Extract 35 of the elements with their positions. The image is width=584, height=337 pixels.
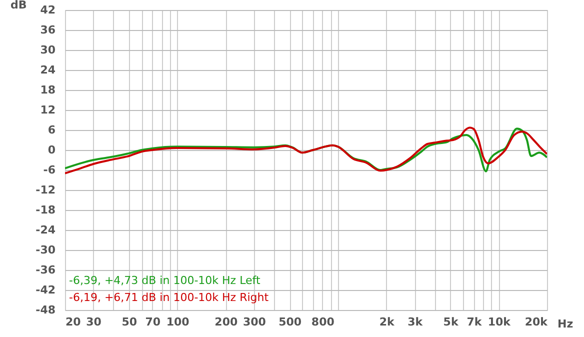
- y-tick-label: -48: [36, 304, 56, 316]
- y-tick-label: -36: [36, 264, 56, 276]
- x-tick-label: 7k: [466, 316, 482, 328]
- y-tick-label: 24: [40, 64, 56, 76]
- annotation: -6,19, +6,71 dB in 100-10k Hz Right: [69, 291, 270, 304]
- x-tick-label: 800: [311, 316, 335, 328]
- y-axis-title: dB: [10, 0, 27, 12]
- y-tick-label: -6: [43, 164, 56, 176]
- x-tick-label: 5k: [443, 316, 459, 328]
- y-tick-label: 30: [40, 44, 56, 56]
- x-axis-title: Hz: [558, 318, 574, 330]
- y-tick-label: -24: [36, 224, 56, 236]
- x-tick-label: 50: [122, 316, 138, 328]
- x-tick-label: 300: [242, 316, 266, 328]
- y-tick-label: -30: [36, 244, 56, 256]
- x-tick-label: 30: [86, 316, 102, 328]
- y-tick-label: 12: [40, 104, 56, 116]
- x-tick-label: 20k: [524, 316, 548, 328]
- x-tick-label: 3k: [408, 316, 424, 328]
- x-tick-label: 500: [278, 316, 302, 328]
- y-tick-label: 0: [48, 144, 56, 156]
- y-tick-label: 18: [40, 84, 56, 96]
- y-tick-label: 36: [40, 24, 56, 36]
- y-tick-label: 6: [48, 124, 56, 136]
- x-tick-label: 70: [145, 316, 161, 328]
- x-tick-label: 10k: [488, 316, 512, 328]
- x-tick-label: 2k: [379, 316, 395, 328]
- x-tick-label: 200: [214, 316, 238, 328]
- y-tick-label: 42: [40, 4, 56, 16]
- y-tick-label: -18: [36, 204, 56, 216]
- annotation: -6,39, +4,73 dB in 100-10k Hz Left: [69, 274, 261, 287]
- x-tick-label: 20: [66, 316, 82, 328]
- y-tick-label: -42: [36, 284, 56, 296]
- y-tick-label: -12: [36, 184, 56, 196]
- x-tick-label: 100: [166, 316, 190, 328]
